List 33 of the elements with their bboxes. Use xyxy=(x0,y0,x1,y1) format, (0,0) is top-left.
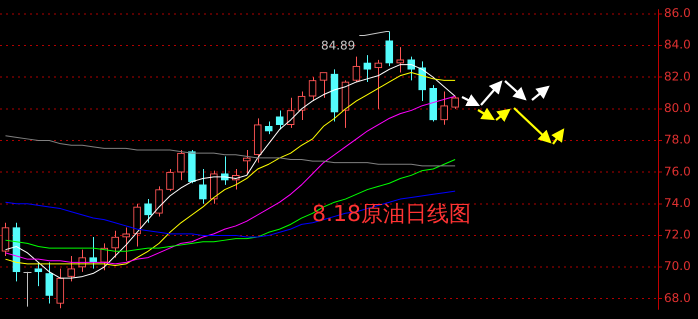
candlestick xyxy=(374,59,382,110)
candlestick xyxy=(385,31,394,67)
y-tick-label: 84.0 xyxy=(664,38,691,52)
candlestick xyxy=(155,186,163,217)
y-tick-label: 80.0 xyxy=(664,101,691,115)
y-tick-label: 78.0 xyxy=(664,132,691,147)
candlestick xyxy=(23,271,32,308)
candlestick xyxy=(199,168,207,204)
y-tick-label: 76.0 xyxy=(664,164,691,178)
y-tick-label: 74.0 xyxy=(664,196,691,210)
candlestick xyxy=(364,54,372,82)
candlestick xyxy=(56,268,64,309)
candlestick xyxy=(320,72,328,98)
annotation: 84.89 xyxy=(320,38,356,53)
y-tick-label: 86.0 xyxy=(664,6,691,20)
y-tick-label: 70.0 xyxy=(664,259,691,274)
y-tick-label: 72.0 xyxy=(664,228,691,242)
candlestick xyxy=(440,90,448,126)
candlestick xyxy=(264,121,273,135)
candlestick xyxy=(352,56,360,82)
candlestick xyxy=(298,90,306,120)
candlestick xyxy=(122,227,130,262)
candlestick xyxy=(166,168,174,192)
candlestick xyxy=(46,262,54,304)
y-tick-label: 82.0 xyxy=(664,69,691,84)
candlestick xyxy=(67,256,76,282)
candlestick xyxy=(210,170,218,204)
candlestick xyxy=(396,46,404,73)
candlestick xyxy=(308,76,316,102)
candlestick xyxy=(242,150,251,174)
candlestick xyxy=(2,222,10,257)
y-tick-label: 68.0 xyxy=(664,290,691,305)
candlestick xyxy=(177,150,185,181)
